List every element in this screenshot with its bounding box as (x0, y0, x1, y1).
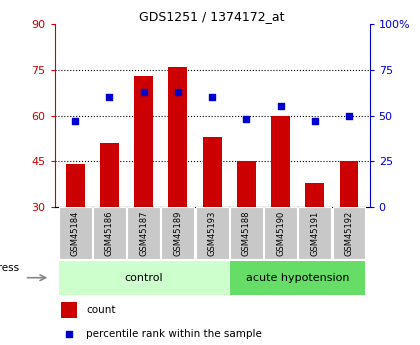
Bar (59, 261, 228, 295)
Text: GSM45186: GSM45186 (105, 210, 114, 256)
Text: count: count (86, 305, 116, 315)
Bar (66, 164, 84, 207)
Text: GSM45189: GSM45189 (173, 210, 182, 256)
Point (106, 95, 113, 100)
Text: acute hypotension: acute hypotension (246, 273, 349, 283)
Text: GSM45193: GSM45193 (207, 210, 217, 256)
Bar (61, 302, 77, 318)
Bar (100, 143, 119, 207)
Bar (134, 76, 153, 207)
Bar (340, 161, 359, 207)
Point (312, 118, 318, 124)
Bar (203, 137, 221, 207)
Text: stress: stress (0, 263, 19, 273)
Text: GSM45192: GSM45192 (344, 210, 354, 256)
Bar (196, 207, 228, 259)
Text: GSM45191: GSM45191 (310, 210, 319, 256)
Text: GSM45190: GSM45190 (276, 210, 285, 256)
Bar (161, 207, 194, 259)
Bar (333, 207, 365, 259)
Point (72, 118, 79, 124)
Text: percentile rank within the sample: percentile rank within the sample (86, 329, 262, 339)
Point (277, 104, 284, 109)
Point (140, 89, 147, 95)
Point (66, 332, 72, 337)
Text: GSM45187: GSM45187 (139, 210, 148, 256)
Bar (230, 261, 365, 295)
Bar (230, 207, 263, 259)
Point (174, 89, 181, 95)
Point (209, 95, 215, 100)
Point (243, 117, 250, 122)
Text: GSM45188: GSM45188 (242, 210, 251, 256)
Bar (168, 67, 187, 207)
Text: control: control (124, 273, 163, 283)
Bar (93, 207, 126, 259)
Title: GDS1251 / 1374172_at: GDS1251 / 1374172_at (139, 10, 285, 23)
Point (346, 113, 352, 118)
Bar (127, 207, 160, 259)
Bar (59, 207, 92, 259)
Bar (237, 161, 256, 207)
Bar (271, 116, 290, 207)
Bar (298, 207, 331, 259)
Text: GSM45184: GSM45184 (71, 210, 80, 256)
Bar (305, 183, 324, 207)
Bar (264, 207, 297, 259)
